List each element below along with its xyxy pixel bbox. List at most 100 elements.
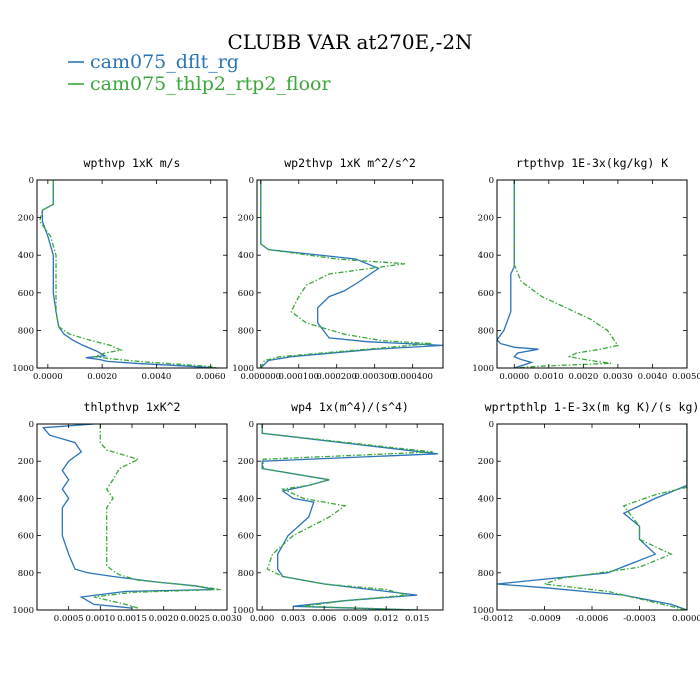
y-tick-label: 0 xyxy=(489,420,494,430)
series-line-floor xyxy=(544,424,687,610)
y-tick-label: 0 xyxy=(489,176,494,186)
y-tick-label: 800 xyxy=(238,326,254,336)
legend-label-dflt: cam075_dflt_rg xyxy=(90,51,239,73)
y-tick-label: 800 xyxy=(18,326,34,336)
legend-label-floor: cam075_thlp2_rtp2_floor xyxy=(90,73,331,95)
y-tick-label: 1000 xyxy=(232,364,254,374)
x-tick-label: -0.0006 xyxy=(576,614,609,624)
y-tick-label: 600 xyxy=(478,532,494,542)
panel-title: wp4 1x(m^4)/(s^4) xyxy=(291,400,409,414)
y-tick-label: 800 xyxy=(238,569,254,579)
x-tick-label: 0.012 xyxy=(374,614,398,624)
x-tick-label: -0.0009 xyxy=(528,614,561,624)
x-tick-label: 0.009 xyxy=(343,614,367,624)
y-tick-label: 1000 xyxy=(12,606,34,616)
x-tick-label: 0.0010 xyxy=(534,372,564,382)
x-tick-label: 0.000400 xyxy=(392,372,433,382)
x-tick-label: 0.0000 xyxy=(499,372,529,382)
x-tick-label: 0.0015 xyxy=(117,614,147,624)
x-tick-label: 0.0030 xyxy=(603,372,633,382)
x-tick-label: 0.000 xyxy=(250,614,274,624)
y-tick-label: 400 xyxy=(238,494,254,504)
y-tick-label: 200 xyxy=(18,214,34,224)
x-tick-label: 0.0020 xyxy=(568,372,598,382)
x-tick-label: 0.0030 xyxy=(212,614,242,624)
y-tick-label: 600 xyxy=(478,289,494,299)
y-tick-label: 1000 xyxy=(232,606,254,616)
y-tick-label: 400 xyxy=(478,494,494,504)
x-tick-label: -0.0003 xyxy=(623,614,656,624)
x-tick-label: 0.0000 xyxy=(33,372,63,382)
chart-panel-6: wprtpthlp 1-E-3x(m kg K)/(s kg) 0 200 400 60… xyxy=(472,400,700,624)
x-tick-label: 0.006 xyxy=(312,614,336,624)
x-tick-label: 0.0040 xyxy=(142,372,172,382)
y-tick-label: 200 xyxy=(478,214,494,224)
plot-frame xyxy=(36,423,228,611)
y-tick-label: 0 xyxy=(249,420,254,430)
y-tick-label: 1000 xyxy=(472,364,494,374)
x-tick-label: 0.0050 xyxy=(672,372,700,382)
chart-panel-3: rtpthvp 1E-3x(kg/kg) K 0 200 400 600 800 1000 0… xyxy=(472,156,700,382)
plot-frame xyxy=(496,423,688,611)
y-tick-label: 0 xyxy=(29,420,34,430)
panel-title: wprtpthlp 1-E-3x(m kg K)/(s kg) xyxy=(485,400,700,414)
series-line-floor xyxy=(38,180,219,368)
x-tick-label: -0.0012 xyxy=(481,614,514,624)
y-tick-label: 200 xyxy=(238,214,254,224)
y-tick-label: 1000 xyxy=(472,606,494,616)
y-tick-label: 400 xyxy=(478,251,494,261)
x-tick-label: 0.0040 xyxy=(638,372,668,382)
panel-title: wpthvp 1xK m/s xyxy=(84,156,181,170)
panel-title: wp2thvp 1xK m^2/s^2 xyxy=(284,156,416,170)
series-line-dflt xyxy=(41,424,215,609)
y-tick-label: 200 xyxy=(18,457,34,467)
y-tick-label: 400 xyxy=(18,251,34,261)
legend: cam075_dflt_rg cam075_thlp2_rtp2_floor xyxy=(68,51,331,95)
y-tick-label: 0 xyxy=(249,176,254,186)
y-tick-label: 1000 xyxy=(12,364,34,374)
x-tick-label: 0.000200 xyxy=(316,372,357,382)
series-line-dflt xyxy=(261,424,438,610)
x-tick-label: 0.003 xyxy=(281,614,305,624)
x-tick-label: 0.0010 xyxy=(85,614,115,624)
x-tick-label: 0.000300 xyxy=(354,372,395,382)
x-tick-label: 0.0060 xyxy=(196,372,226,382)
series-line-dflt xyxy=(41,180,217,368)
series-line-floor xyxy=(261,424,433,610)
plot-frame xyxy=(256,423,444,611)
x-tick-label: 0.0020 xyxy=(87,372,117,382)
panel-title: rtpthvp 1E-3x(kg/kg) K xyxy=(516,156,668,170)
y-tick-label: 800 xyxy=(478,326,494,336)
x-tick-label: 0.0020 xyxy=(149,614,179,624)
y-tick-label: 800 xyxy=(478,569,494,579)
x-tick-label: 0.0005 xyxy=(54,614,84,624)
x-tick-label: 0.000100 xyxy=(278,372,319,382)
plot-frame xyxy=(256,179,444,369)
x-tick-label: 0.015 xyxy=(405,614,429,624)
figure-title: CLUBB VAR at270E,-2N xyxy=(227,30,472,54)
y-tick-label: 800 xyxy=(18,569,34,579)
plot-frame xyxy=(496,179,688,369)
x-tick-label: 0.0025 xyxy=(180,614,210,624)
y-tick-label: 400 xyxy=(238,251,254,261)
chart-panel-2: wp2thvp 1xK m^2/s^2020040060080010000.00… xyxy=(232,156,444,382)
y-tick-label: 400 xyxy=(18,494,34,504)
y-tick-label: 200 xyxy=(478,457,494,467)
y-tick-label: 600 xyxy=(238,289,254,299)
y-tick-label: 200 xyxy=(238,457,254,467)
x-tick-label: 0.000000 xyxy=(241,372,282,382)
series-line-floor xyxy=(93,424,221,609)
series-line-floor xyxy=(513,180,619,368)
series-line-dflt xyxy=(497,424,687,610)
y-tick-label: 0 xyxy=(29,176,34,186)
series-line-dflt xyxy=(260,180,443,368)
y-tick-label: 600 xyxy=(18,532,34,542)
y-tick-label: 600 xyxy=(18,289,34,299)
plot-frame xyxy=(36,179,228,369)
panel-title: thlpthvp 1xK^2 xyxy=(84,400,181,414)
